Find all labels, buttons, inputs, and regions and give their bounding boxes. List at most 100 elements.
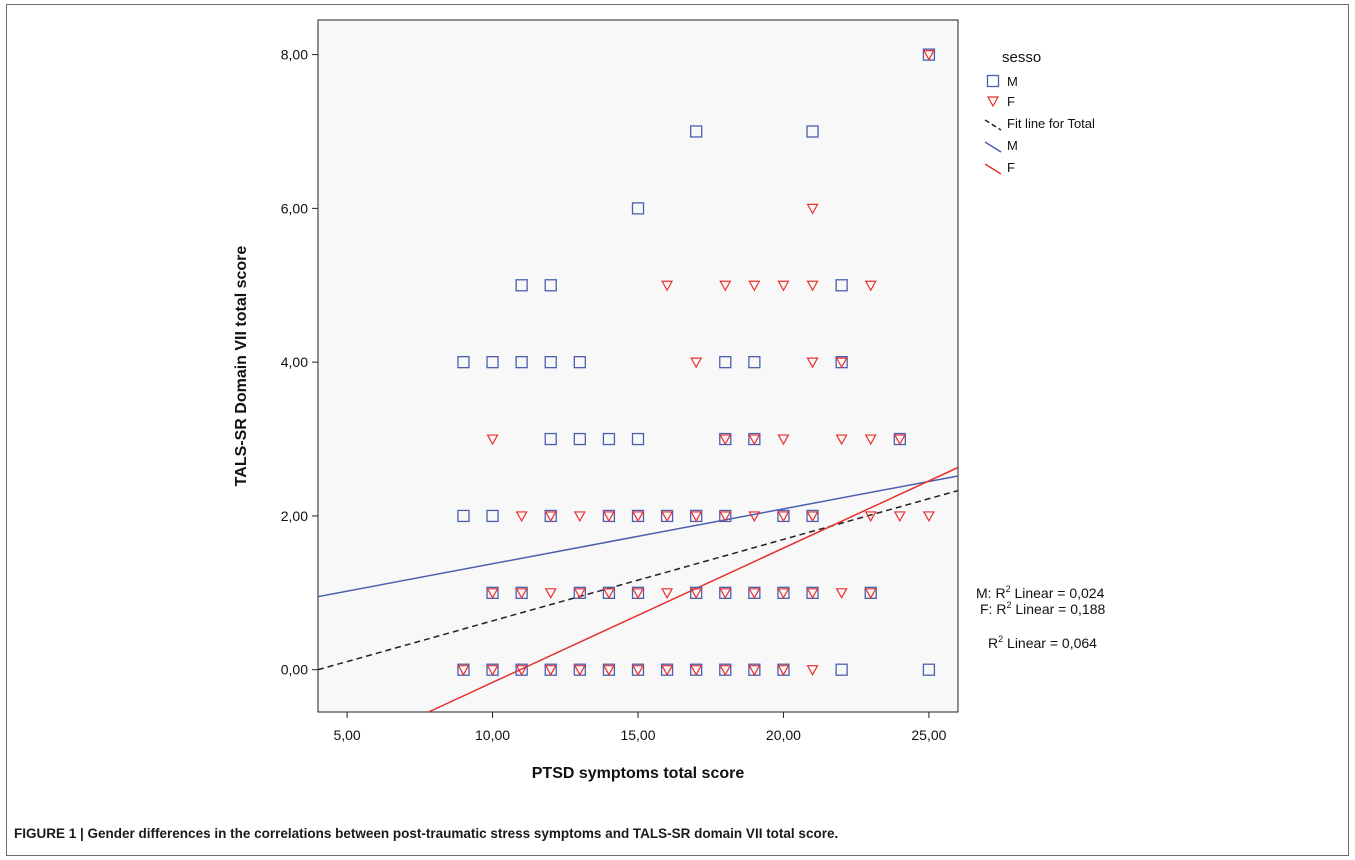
y-tick-label: 4,00 xyxy=(281,354,308,370)
data-point-f xyxy=(806,203,819,215)
data-point-f xyxy=(806,588,819,600)
data-point-f xyxy=(806,280,819,292)
legend-label-fit-f: F xyxy=(1007,160,1015,175)
data-point-m xyxy=(631,202,645,215)
data-point-f xyxy=(690,588,703,600)
data-point-m xyxy=(457,356,470,369)
data-point-m xyxy=(631,432,645,446)
data-point-m xyxy=(835,663,848,676)
data-point-f xyxy=(486,588,499,600)
data-point-f xyxy=(864,511,877,523)
legend-marker-f xyxy=(986,96,1000,108)
data-point-f xyxy=(690,665,703,676)
y-tick-label: 6,00 xyxy=(281,200,308,216)
legend-line-m xyxy=(984,141,1002,153)
legend-marker-m xyxy=(986,74,1000,88)
data-point-f xyxy=(515,588,528,600)
data-point-m xyxy=(573,356,586,369)
data-point-f xyxy=(806,511,819,523)
r2-annotation-total: R2 Linear = 0,064 xyxy=(988,634,1097,651)
legend-line-f xyxy=(984,163,1002,175)
fit-line-f xyxy=(428,466,958,712)
legend-label-total: Fit line for Total xyxy=(1007,116,1095,131)
data-point-f xyxy=(922,511,935,523)
data-point-f xyxy=(748,665,761,676)
data-point-f xyxy=(690,357,703,369)
data-point-f xyxy=(777,665,790,676)
data-point-f xyxy=(748,588,761,600)
data-point-f xyxy=(835,588,848,600)
data-point-m xyxy=(748,356,761,369)
x-tick-label: 15,00 xyxy=(620,727,655,743)
data-point-m xyxy=(544,279,557,292)
data-point-f xyxy=(835,434,848,446)
data-point-f xyxy=(661,588,674,600)
r2-annotation-f: F: R2 Linear = 0,188 xyxy=(980,600,1105,617)
data-point-m xyxy=(922,663,936,676)
data-point-m xyxy=(806,125,819,138)
data-point-f xyxy=(777,511,790,523)
x-axis-label: PTSD symptoms total score xyxy=(532,765,745,782)
data-point-f xyxy=(748,434,761,446)
fit-line-total xyxy=(318,489,958,671)
y-tick-label: 0,00 xyxy=(281,662,308,678)
data-point-f xyxy=(777,280,790,292)
data-point-f xyxy=(864,280,877,292)
data-point-m xyxy=(544,432,557,446)
data-point-f xyxy=(777,434,790,446)
data-point-f xyxy=(457,665,470,676)
data-point-m xyxy=(486,509,499,523)
data-point-f xyxy=(719,280,732,292)
data-point-f xyxy=(631,511,645,523)
legend-line-total xyxy=(984,119,1002,131)
data-point-f xyxy=(806,665,819,676)
data-point-f xyxy=(806,357,819,369)
data-point-f xyxy=(719,434,732,446)
data-point-m xyxy=(515,279,528,292)
legend-label-f: F xyxy=(1007,94,1015,109)
figure-frame xyxy=(6,4,1349,856)
figure-caption: FIGURE 1 | Gender differences in the cor… xyxy=(14,826,839,841)
data-point-f xyxy=(486,434,499,446)
data-point-m xyxy=(544,356,557,369)
x-tick-label: 20,00 xyxy=(766,727,801,743)
data-point-f xyxy=(748,511,761,523)
data-point-f xyxy=(602,511,615,523)
data-point-f xyxy=(893,511,906,523)
data-point-f xyxy=(486,665,499,676)
y-tick-label: 8,00 xyxy=(281,47,308,63)
data-point-m xyxy=(690,125,703,138)
x-tick-label: 25,00 xyxy=(911,727,946,743)
data-point-m xyxy=(719,356,732,369)
data-point-f xyxy=(631,665,645,676)
data-point-f xyxy=(602,665,615,676)
data-point-f xyxy=(893,434,906,446)
data-point-f xyxy=(573,511,586,523)
data-point-m xyxy=(602,432,616,446)
legend-label-fit-m: M xyxy=(1007,138,1018,153)
data-point-m xyxy=(573,432,586,446)
data-point-f xyxy=(661,511,674,523)
data-point-f xyxy=(544,511,557,523)
fit-line-m xyxy=(318,475,958,598)
legend-label-m: M xyxy=(1007,74,1018,89)
plot-area xyxy=(317,19,959,713)
data-point-f xyxy=(544,588,557,600)
data-point-m xyxy=(457,509,470,523)
data-point-m xyxy=(486,356,499,369)
data-point-m xyxy=(835,279,848,292)
legend-title: sesso xyxy=(1002,49,1041,66)
data-point-f xyxy=(661,665,674,676)
data-point-f xyxy=(777,588,790,600)
data-point-f xyxy=(544,665,557,676)
data-point-f xyxy=(690,511,703,523)
y-axis-label: TALS-SR Domain VII total score xyxy=(233,246,250,487)
y-tick-label: 2,00 xyxy=(281,508,308,524)
data-point-f xyxy=(573,588,586,600)
data-point-f xyxy=(835,357,848,369)
data-point-f xyxy=(602,588,615,600)
data-point-f xyxy=(573,665,586,676)
